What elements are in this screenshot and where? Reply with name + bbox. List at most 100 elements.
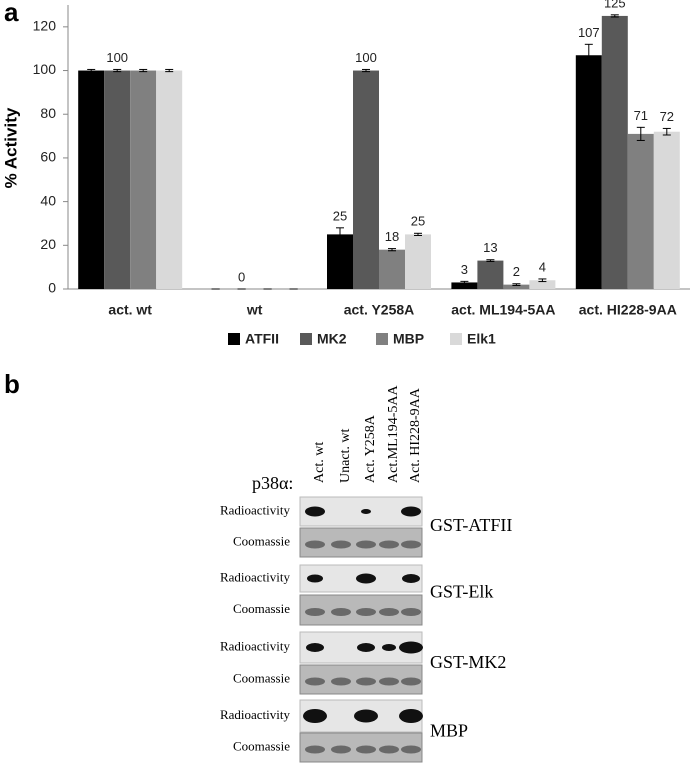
bar (575, 55, 602, 289)
blot-band (306, 643, 324, 652)
legend-label: ATFII (245, 331, 279, 347)
blot-band (379, 677, 399, 686)
blot-band (331, 745, 351, 754)
y-tick-label: 20 (40, 236, 56, 252)
data-label: 25 (333, 208, 347, 223)
protein-label: GST-Elk (430, 582, 493, 602)
y-tick-label: 100 (33, 61, 57, 77)
blot-band (303, 709, 327, 723)
y-tick-label: 40 (40, 192, 56, 208)
protein-label: GST-ATFII (430, 515, 512, 535)
data-label: 3 (461, 262, 468, 277)
bar (78, 70, 105, 290)
blot-band (305, 608, 325, 616)
x-tick-label: act. Y258A (344, 302, 415, 318)
bar (104, 70, 131, 290)
data-label: 100 (355, 50, 377, 65)
blot-band (379, 745, 399, 754)
row-label: Radioactivity (220, 502, 291, 517)
blot-band (356, 573, 376, 584)
data-label: 107 (578, 25, 600, 40)
bar (653, 131, 680, 289)
data-label: 100 (106, 50, 128, 65)
blot-band (382, 644, 396, 651)
blot-band (331, 540, 351, 549)
row-label: Coomassie (233, 601, 290, 616)
x-tick-label: act. wt (108, 302, 152, 318)
data-label: 72 (660, 109, 674, 124)
row-label: Coomassie (233, 670, 290, 685)
y-tick-label: 120 (33, 18, 57, 34)
data-label: 13 (483, 240, 497, 255)
y-axis-label: % Activity (1, 107, 20, 188)
blot-band (305, 677, 325, 686)
legend-label: Elk1 (467, 331, 496, 347)
data-label: 125 (604, 0, 626, 10)
bar (353, 70, 379, 290)
blot-band (307, 574, 323, 583)
row-label: Radioactivity (220, 638, 291, 653)
y-tick-label: 0 (48, 280, 56, 296)
blot-band (331, 677, 351, 686)
bar (477, 260, 504, 289)
blot-band (401, 608, 421, 616)
blot-band (399, 641, 423, 654)
bar (405, 234, 431, 289)
blot-band (401, 506, 421, 517)
blot-band (401, 677, 421, 686)
blot-band (354, 709, 378, 723)
row-label: Coomassie (233, 738, 290, 753)
y-tick-label: 60 (40, 149, 56, 165)
bar (503, 284, 530, 289)
blot-band (402, 574, 420, 583)
lane-label: Unact. wt (338, 428, 353, 483)
bar (451, 282, 478, 289)
x-tick-label: act. ML194-5AA (451, 302, 555, 318)
protein-label: GST-MK2 (430, 652, 506, 672)
legend-swatch (376, 333, 388, 345)
bar (529, 280, 556, 289)
bar (379, 249, 405, 289)
blot-band (401, 540, 421, 549)
blot-band (399, 709, 423, 723)
row-label: Coomassie (233, 533, 290, 548)
data-label: 4 (539, 259, 546, 274)
lane-label: Act. Y258A (363, 414, 378, 483)
blot-band (305, 540, 325, 549)
blot-band (356, 677, 376, 686)
lane-label: Act. HI228-9AA (408, 387, 423, 483)
data-label: 71 (634, 108, 648, 123)
y-tick-label: 80 (40, 105, 56, 121)
blot-band (357, 643, 375, 652)
panel-label: b (4, 369, 20, 399)
bar (327, 234, 353, 289)
legend-swatch (300, 333, 312, 345)
bar (627, 133, 654, 289)
bar (156, 70, 183, 290)
x-tick-label: act. HI228-9AA (579, 302, 677, 318)
blot-band (356, 540, 376, 549)
lane-label: Act. wt (312, 442, 327, 483)
blot-band (305, 745, 325, 754)
blot-band (331, 608, 351, 616)
data-label: 25 (411, 214, 425, 229)
legend-swatch (450, 333, 462, 345)
protein-label: MBP (430, 721, 468, 741)
row-label: Radioactivity (220, 707, 291, 722)
data-label: 18 (385, 229, 399, 244)
bar (130, 70, 157, 290)
row-label: Radioactivity (220, 569, 291, 584)
blot-band (356, 608, 376, 616)
legend-label: MK2 (317, 331, 347, 347)
data-label: 2 (513, 264, 520, 279)
legend-swatch (228, 333, 240, 345)
bar (601, 15, 628, 290)
panel-label: a (4, 0, 19, 27)
x-tick-label: wt (246, 302, 263, 318)
blot-band (379, 540, 399, 549)
lane-title: p38α: (252, 473, 293, 493)
blot-band (305, 506, 325, 517)
blot-band (356, 745, 376, 754)
